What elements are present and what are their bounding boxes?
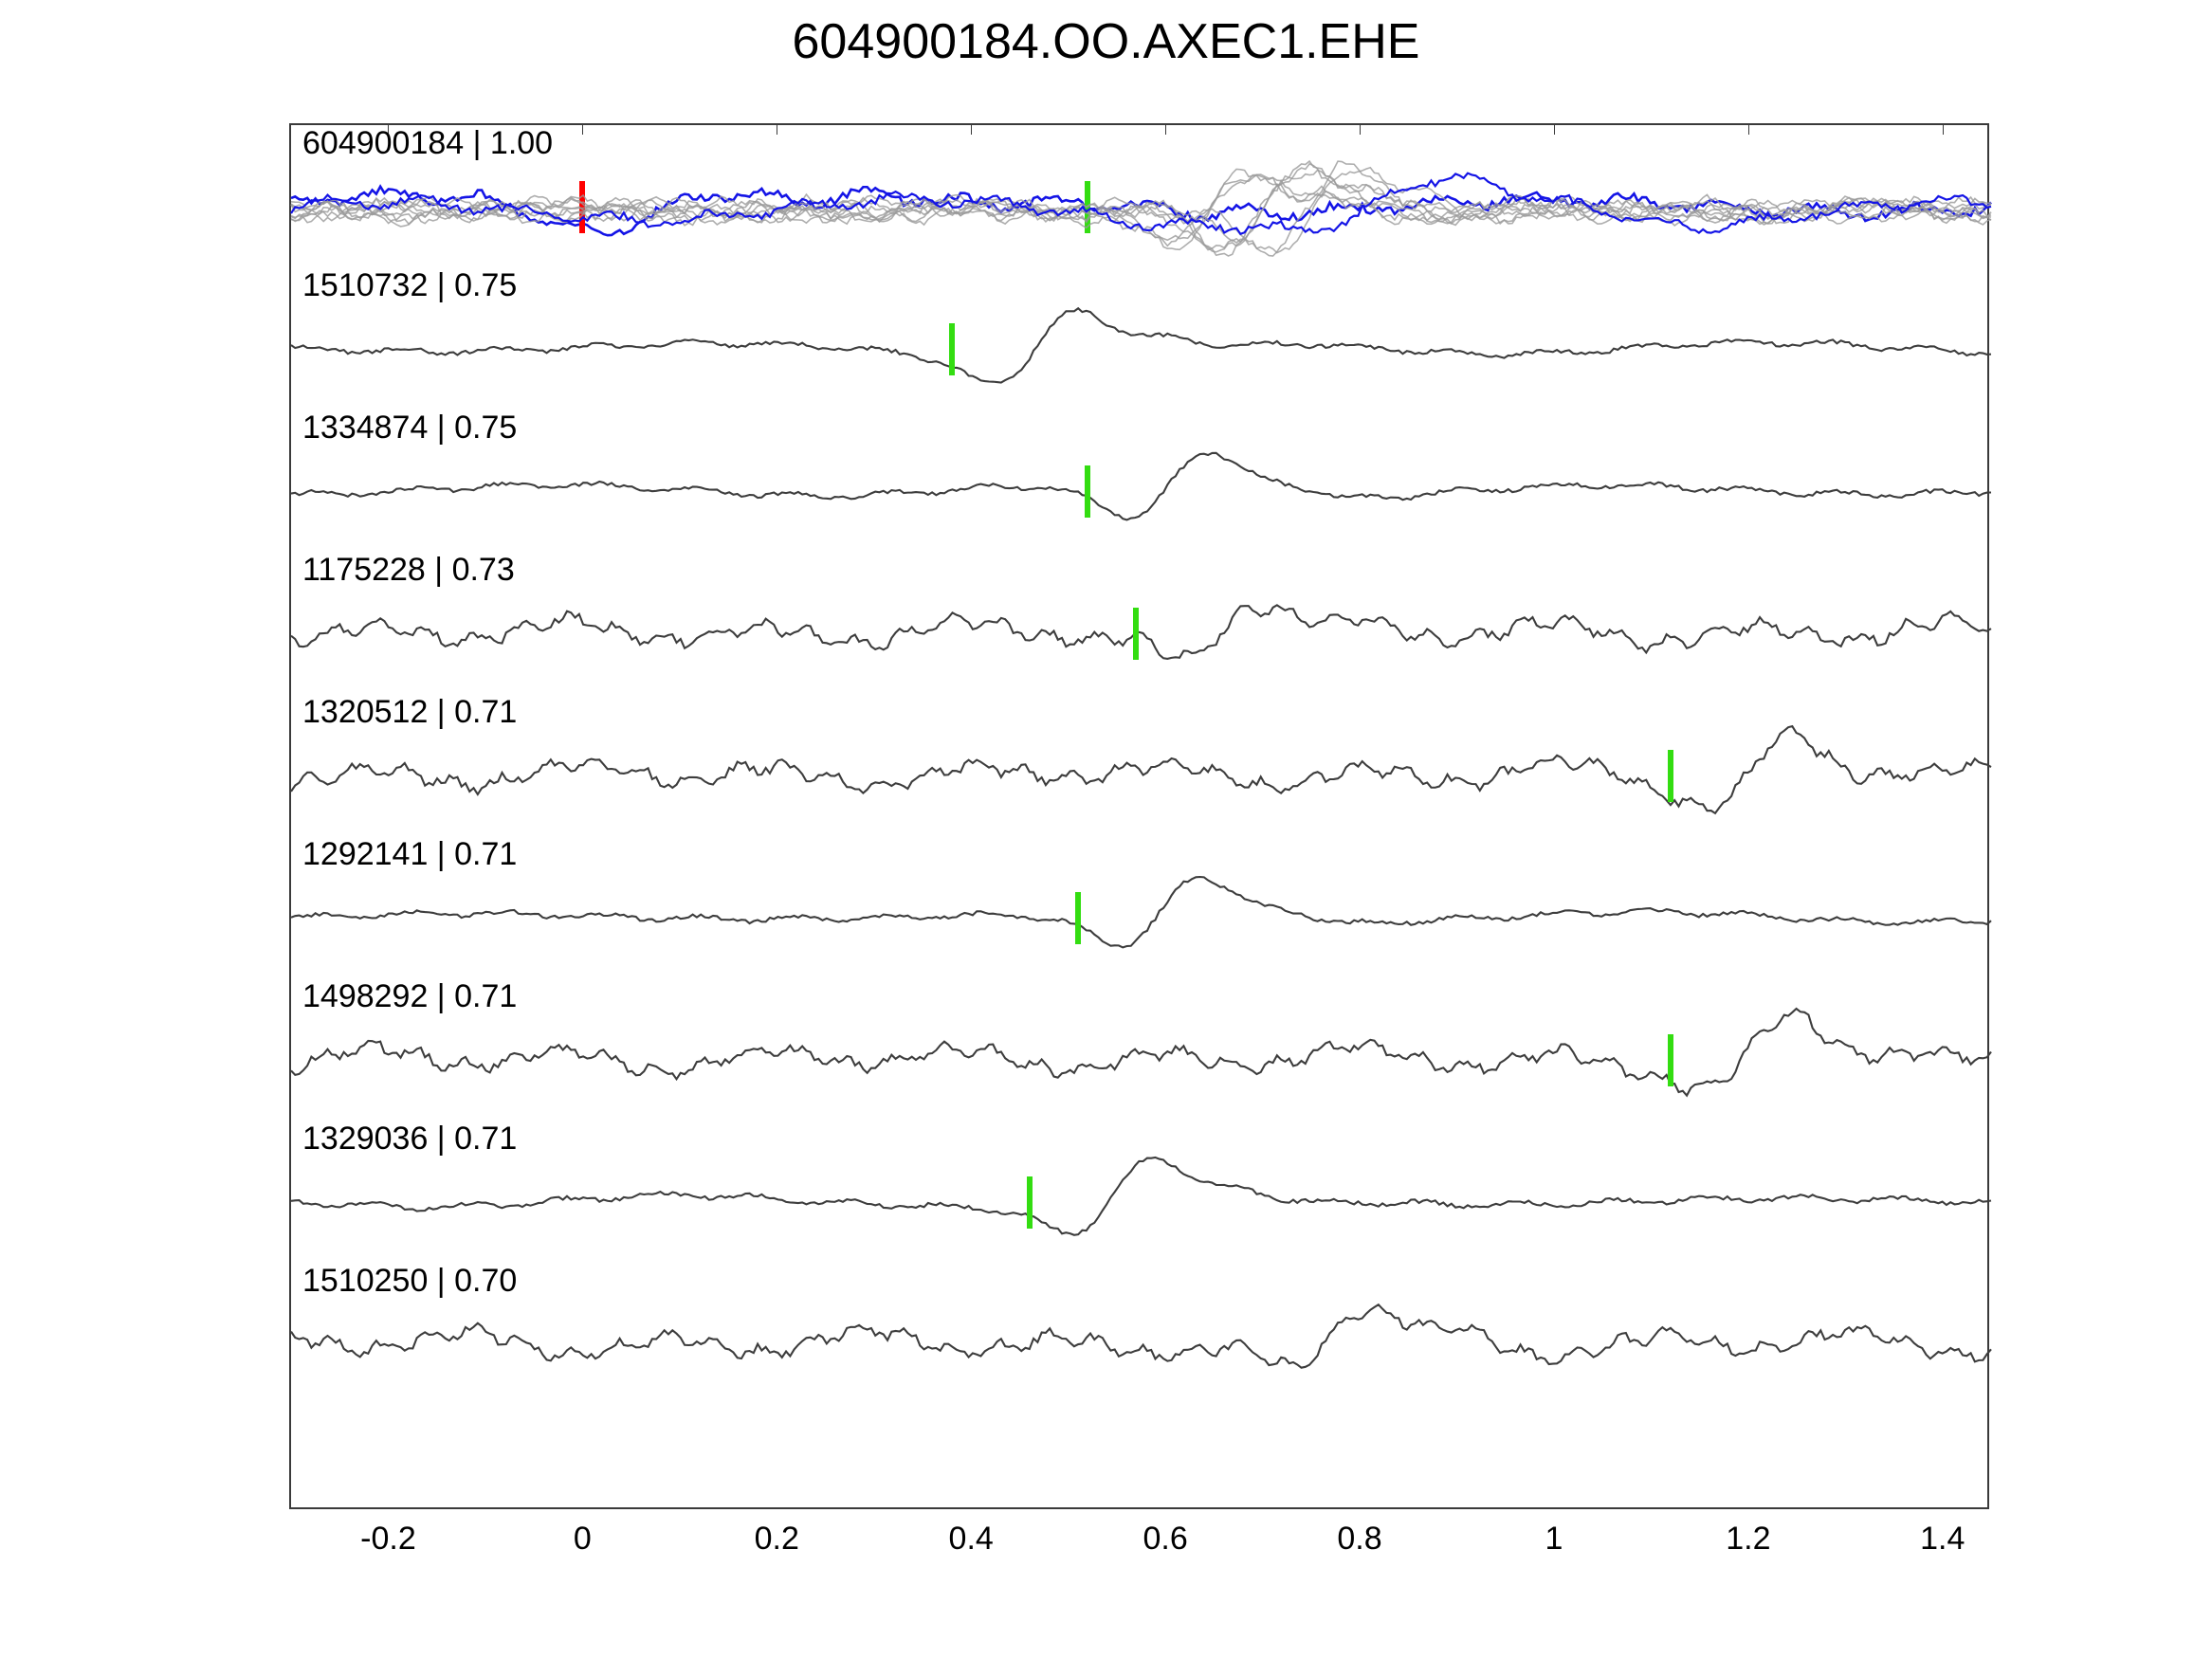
correlation-plot-app: 604900184.OO.AXEC1.EHE -0.2 0 0.2 0.4 0.6 0.8…: [0, 0, 2212, 1659]
pick-tick-1510732: [949, 323, 955, 375]
waveform-trace-1329036: [291, 1139, 1991, 1263]
x-axis-label--0.2: -0.2: [360, 1521, 416, 1558]
waveform-trace-1334874: [291, 428, 1991, 552]
x-axis-label-0.2: 0.2: [755, 1521, 799, 1558]
x-axis-label-0.6: 0.6: [1143, 1521, 1187, 1558]
waveform-row-1498292[interactable]: 1498292 | 0.71: [291, 997, 1991, 1121]
waveform-trace-1510250: [291, 1282, 1991, 1405]
waveform-row-1334874[interactable]: 1334874 | 0.75: [291, 428, 1991, 552]
x-axis-label-1.4: 1.4: [1920, 1521, 1965, 1558]
page-title: 604900184.OO.AXEC1.EHE: [0, 13, 2212, 70]
row-label-1292141: 1292141 | 0.71: [302, 836, 517, 873]
x-axis-label-1: 1: [1545, 1521, 1563, 1558]
x-axis-label-0.8: 0.8: [1337, 1521, 1381, 1558]
row-label-1175228: 1175228 | 0.73: [302, 552, 515, 589]
pick-tick-1292141: [1075, 892, 1081, 944]
row-label-1334874: 1334874 | 0.75: [302, 410, 517, 447]
waveform-row-1510250[interactable]: 1510250 | 0.70: [291, 1282, 1991, 1405]
pick-tick-1175228: [1133, 608, 1139, 660]
row-label-1320512: 1320512 | 0.71: [302, 694, 517, 731]
waveform-trace-1175228: [291, 571, 1991, 694]
x-axis-label-0: 0: [574, 1521, 592, 1558]
waveform-trace-1498292: [291, 997, 1991, 1121]
row-label-1498292: 1498292 | 0.71: [302, 978, 517, 1015]
pick-tick-1334874: [1085, 465, 1090, 518]
waveform-trace-1292141: [291, 855, 1991, 978]
waveform-row-1329036[interactable]: 1329036 | 0.71: [291, 1139, 1991, 1263]
waveform-row-1175228[interactable]: 1175228 | 0.73: [291, 571, 1991, 694]
waveform-row-1292141[interactable]: 1292141 | 0.71: [291, 855, 1991, 978]
waveform-trace-1510732: [291, 286, 1991, 410]
waveform-trace-1320512: [291, 713, 1991, 836]
plot-area: -0.2 0 0.2 0.4 0.6 0.8 1 1.2 1.4 604900184 | 1.0…: [289, 123, 1989, 1509]
row-label-1510732: 1510732 | 0.75: [302, 267, 517, 304]
row-label-1510250: 1510250 | 0.70: [302, 1263, 517, 1300]
pick-tick-1498292: [1668, 1034, 1673, 1086]
row-label-604900184: 604900184 | 1.00: [302, 125, 553, 162]
waveform-row-1320512[interactable]: 1320512 | 0.71: [291, 713, 1991, 836]
pick-tick-1320512: [1668, 750, 1673, 802]
x-axis-label-1.2: 1.2: [1726, 1521, 1770, 1558]
x-axis-label-0.4: 0.4: [949, 1521, 994, 1558]
waveform-row-1510732[interactable]: 1510732 | 0.75: [291, 286, 1991, 410]
pick-tick-1329036: [1027, 1176, 1033, 1229]
row-label-1329036: 1329036 | 0.71: [302, 1121, 517, 1158]
